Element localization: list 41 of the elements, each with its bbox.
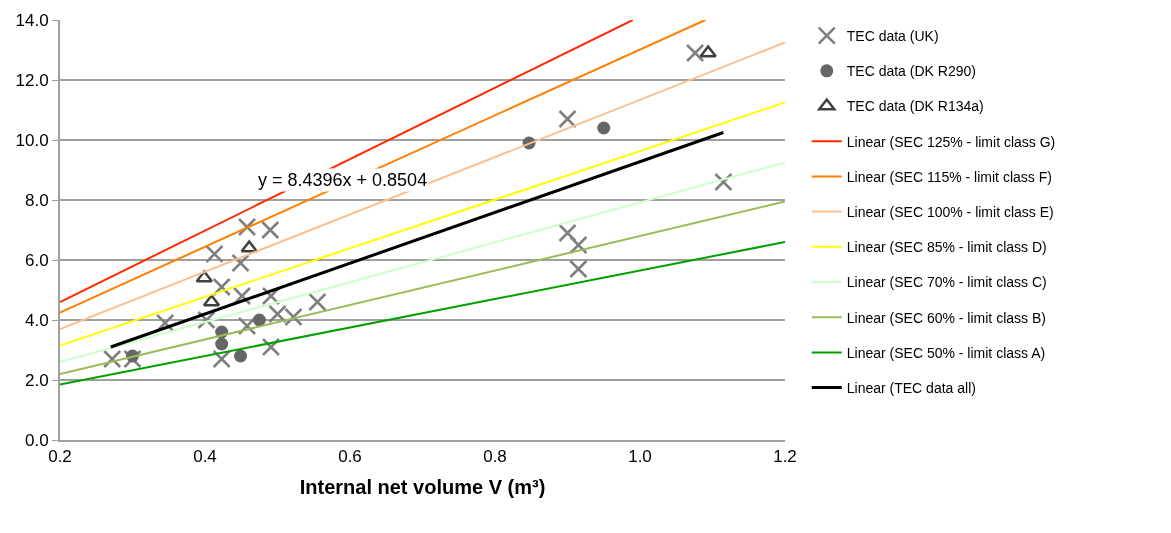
point bbox=[234, 349, 248, 363]
point bbox=[308, 292, 327, 312]
y-tick-label: 4.0 bbox=[24, 310, 49, 330]
point bbox=[569, 259, 588, 279]
x-tick-label: 1.0 bbox=[628, 447, 652, 467]
y-tick-label: 0.0 bbox=[24, 430, 49, 450]
point bbox=[215, 337, 229, 351]
point bbox=[261, 337, 281, 357]
legend-label: Linear (SEC 115% - limit class F) bbox=[846, 168, 1052, 185]
point bbox=[558, 109, 577, 129]
legend-label: TEC data (DK R290) bbox=[846, 63, 976, 80]
point bbox=[597, 121, 611, 135]
y-tick-label: 10.0 bbox=[15, 130, 49, 150]
y-tick-label: 6.0 bbox=[24, 250, 49, 270]
point bbox=[261, 220, 280, 240]
legend-label: Linear (SEC 70% - limit class C) bbox=[846, 274, 1047, 291]
legend-label: Linear (SEC 60% - limit class B) bbox=[846, 309, 1046, 326]
x-tick-label: 0.6 bbox=[338, 447, 362, 467]
legend-label: TEC data (UK) bbox=[846, 28, 939, 45]
y-tick-label: 12.0 bbox=[15, 70, 49, 90]
legend-label: Linear (TEC data all) bbox=[846, 380, 976, 397]
legend-label: Linear (SEC 100% - limit class E) bbox=[846, 204, 1054, 221]
point bbox=[685, 43, 705, 63]
point bbox=[205, 244, 224, 264]
legend-label: Linear (SEC 125% - limit class G) bbox=[846, 133, 1056, 150]
x-tick-label: 0.4 bbox=[193, 447, 217, 467]
y-tick-label: 8.0 bbox=[24, 190, 49, 210]
x-tick-label: 0.8 bbox=[483, 447, 507, 467]
y-tick-label: 2.0 bbox=[24, 370, 49, 390]
legend-label: TEC data (DK R134a) bbox=[846, 98, 984, 115]
y-tick-label: 14.0 bbox=[15, 10, 49, 30]
legend-label: Linear (SEC 85% - limit class D) bbox=[846, 239, 1047, 256]
point bbox=[558, 223, 577, 243]
legend-label: Linear (SEC 50% - limit class A) bbox=[846, 344, 1046, 361]
x-tick-label: 0.2 bbox=[48, 447, 72, 467]
point bbox=[699, 45, 717, 58]
point bbox=[252, 313, 266, 327]
x-tick-label: 1.2 bbox=[773, 447, 797, 467]
x-axis-title: Internal net volume V (m³) bbox=[299, 476, 546, 499]
point bbox=[569, 235, 588, 255]
annotation: y = 8.4396x + 0.8504 bbox=[258, 170, 428, 190]
